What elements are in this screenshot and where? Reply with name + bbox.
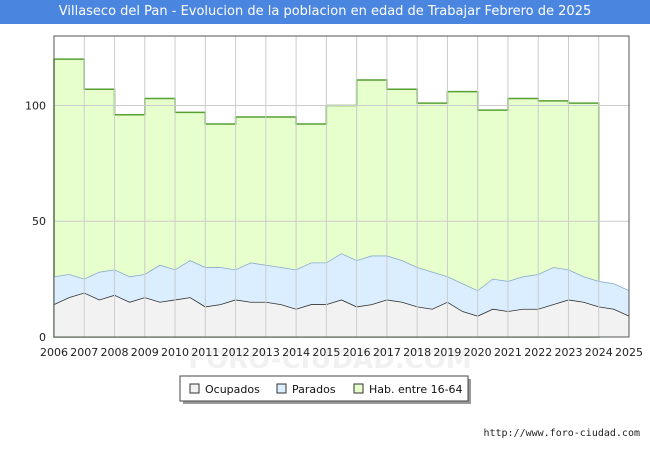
x-tick-label: 2006 bbox=[40, 346, 68, 359]
x-tick-label: 2020 bbox=[464, 346, 492, 359]
x-tick-label: 2024 bbox=[585, 346, 613, 359]
y-tick-label: 100 bbox=[25, 99, 46, 112]
legend-swatch-hab bbox=[353, 383, 364, 394]
x-tick-label: 2012 bbox=[222, 346, 250, 359]
x-tick-label: 2014 bbox=[282, 346, 310, 359]
x-tick-label: 2008 bbox=[101, 346, 129, 359]
series-ocupados-area bbox=[53, 292, 630, 338]
x-tick-label: 2022 bbox=[524, 346, 552, 359]
title-bar bbox=[0, 0, 650, 24]
plot-frame bbox=[53, 35, 630, 338]
x-tick-label: 2017 bbox=[373, 346, 401, 359]
y-tick-label: 50 bbox=[32, 215, 46, 228]
x-tick-label: 2016 bbox=[343, 346, 371, 359]
legend: Ocupados Parados Hab. entre 16-64 bbox=[179, 375, 471, 404]
legend-label-ocupados: Ocupados bbox=[205, 383, 260, 396]
y-tick-label: 0 bbox=[39, 331, 46, 344]
chart-title: Villaseco del Pan - Evolucion de la pobl… bbox=[58, 4, 592, 19]
legend-label-hab: Hab. entre 16-64 bbox=[369, 383, 463, 396]
legend-swatch-ocupados bbox=[189, 383, 200, 394]
legend-swatch-parados bbox=[276, 383, 287, 394]
legend-label-parados: Parados bbox=[292, 383, 336, 396]
x-tick-label: 2011 bbox=[191, 346, 219, 359]
x-tick-label: 2013 bbox=[252, 346, 280, 359]
footer-url: http://www.foro-ciudad.com bbox=[483, 428, 640, 439]
legend-box bbox=[179, 375, 469, 402]
x-tick-label: 2019 bbox=[433, 346, 461, 359]
x-tick-label: 2009 bbox=[131, 346, 159, 359]
x-tick-label: 2018 bbox=[403, 346, 431, 359]
x-tick-label: 2025 bbox=[615, 346, 643, 359]
x-tick-label: 2023 bbox=[554, 346, 582, 359]
x-tick-label: 2007 bbox=[70, 346, 98, 359]
x-tick-label: 2021 bbox=[494, 346, 522, 359]
x-tick-label: 2015 bbox=[312, 346, 340, 359]
watermark: FORO-CIUDAD.COM bbox=[188, 345, 471, 375]
x-tick-label: 2010 bbox=[161, 346, 189, 359]
